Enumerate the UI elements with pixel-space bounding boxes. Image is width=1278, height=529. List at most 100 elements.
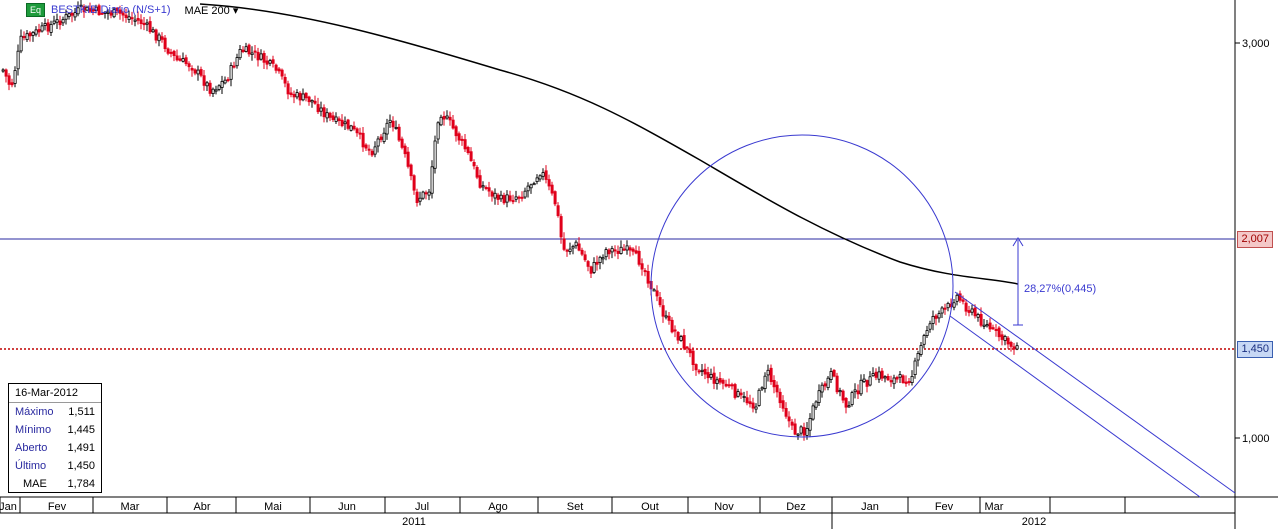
candle-down	[622, 248, 626, 251]
candle-up	[700, 369, 704, 372]
candle-up	[157, 34, 161, 42]
candle-down	[88, 8, 92, 12]
indicator-dropdown[interactable]: MAE 200 ▾	[184, 4, 239, 17]
candle-down	[688, 348, 692, 354]
candle-up	[571, 245, 575, 249]
candle-down	[154, 29, 158, 41]
x-tick-label: Jul	[415, 501, 429, 513]
candle-up	[1015, 345, 1019, 350]
candle-up	[526, 185, 530, 192]
info-label: Último	[15, 460, 47, 472]
info-label: MAE	[23, 478, 47, 490]
x-tick-label: Mar	[121, 501, 140, 513]
candle-up	[898, 374, 902, 378]
measure-arrow[interactable]	[1012, 237, 1024, 326]
candle-up	[532, 183, 536, 186]
candle-up	[568, 248, 572, 252]
candle-down	[1009, 341, 1013, 347]
candle-down	[802, 427, 806, 436]
candle-down	[487, 187, 491, 192]
candle-up	[919, 345, 923, 355]
candle-down	[667, 315, 671, 321]
eq-badge[interactable]: Eq	[26, 3, 46, 17]
candle-down	[718, 377, 722, 383]
candle-up	[922, 335, 926, 345]
candle-down	[208, 82, 212, 94]
candle-up	[373, 146, 377, 155]
candle-up	[244, 46, 248, 52]
candle-up	[808, 418, 812, 431]
candle-down	[775, 384, 779, 393]
candle-down	[589, 266, 593, 274]
candle-up	[952, 302, 956, 308]
candle-down	[457, 133, 461, 141]
candle-down	[697, 370, 701, 373]
info-value: 1,445	[67, 424, 95, 436]
candle-down	[466, 146, 470, 153]
chart-legend[interactable]: Eq BESTKIB Diario (N/S+1) MAE 200 ▾	[26, 2, 238, 18]
candle-down	[655, 290, 659, 297]
symbol-label[interactable]: BESTKIB Diario (N/S+1)	[51, 4, 171, 16]
candle-down	[550, 184, 554, 194]
candle-down	[994, 328, 998, 331]
candle-down	[232, 65, 236, 68]
x-tick-label: Jan	[0, 501, 17, 513]
candle-down	[562, 238, 566, 250]
candle-down	[874, 371, 878, 378]
candle-down	[865, 380, 869, 387]
candle-up	[574, 241, 578, 247]
candle-down	[352, 125, 356, 130]
candle-up	[982, 324, 986, 327]
channel-upper-line[interactable]	[954, 291, 1236, 494]
candle-down	[607, 249, 611, 255]
candle-down	[391, 120, 395, 128]
candle-down	[721, 379, 725, 384]
candle-up	[985, 324, 989, 327]
candle-down	[175, 55, 179, 61]
candle-down	[613, 249, 617, 252]
candle-down	[595, 261, 599, 265]
candle-down	[1006, 337, 1010, 345]
candle-down	[148, 21, 152, 33]
candle-down	[163, 37, 167, 49]
candle-down	[397, 126, 401, 141]
candle-down	[895, 376, 899, 380]
candle-up	[814, 401, 818, 408]
candle-down	[640, 263, 644, 270]
candle-up	[427, 191, 431, 196]
candle-up	[499, 194, 503, 200]
circle-annotation[interactable]	[650, 134, 954, 438]
candle-down	[580, 249, 584, 255]
x-tick-label: Out	[641, 501, 659, 513]
candle-down	[907, 381, 911, 384]
candle-down	[193, 69, 197, 74]
candle-down	[964, 302, 968, 312]
channel-lower-line[interactable]	[949, 315, 1201, 498]
candle-down	[628, 247, 632, 251]
candle-down	[199, 69, 203, 76]
candle-down	[634, 250, 638, 254]
candle-down	[121, 12, 125, 16]
candle-down	[274, 64, 278, 71]
candle-down	[70, 12, 74, 16]
candle-up	[946, 302, 950, 309]
candle-down	[346, 119, 350, 129]
candle-up	[85, 6, 89, 11]
candle-down	[202, 75, 206, 86]
candle-down	[727, 384, 731, 387]
candle-up	[796, 433, 800, 436]
candle-down	[553, 191, 557, 205]
candle-down	[58, 20, 62, 26]
candle-up	[349, 125, 353, 131]
candle-down	[979, 313, 983, 326]
candle-down	[337, 118, 341, 122]
candle-down	[118, 9, 122, 14]
candle-down	[265, 60, 269, 65]
candle-down	[547, 179, 551, 187]
info-row-last: Último 1,450	[9, 457, 101, 475]
candle-down	[331, 115, 335, 121]
candles	[1, 0, 1019, 441]
candle-up	[1003, 335, 1007, 341]
mae-200-line[interactable]	[199, 3, 1019, 285]
